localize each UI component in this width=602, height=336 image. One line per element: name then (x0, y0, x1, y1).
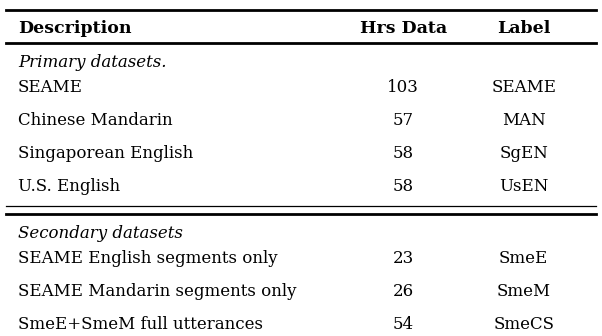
Text: UsEN: UsEN (499, 178, 548, 195)
Text: SEAME: SEAME (491, 79, 556, 96)
Text: Label: Label (497, 20, 550, 37)
Text: SmeCS: SmeCS (493, 316, 554, 333)
Text: SEAME Mandarin segments only: SEAME Mandarin segments only (18, 283, 297, 300)
Text: SmeE: SmeE (499, 250, 548, 267)
Text: SEAME: SEAME (18, 79, 83, 96)
Text: SgEN: SgEN (499, 145, 548, 162)
Text: 58: 58 (393, 145, 414, 162)
Text: SEAME English segments only: SEAME English segments only (18, 250, 278, 267)
Text: 23: 23 (393, 250, 414, 267)
Text: Primary datasets.: Primary datasets. (18, 54, 167, 71)
Text: U.S. English: U.S. English (18, 178, 120, 195)
Text: 103: 103 (388, 79, 419, 96)
Text: SmeM: SmeM (497, 283, 551, 300)
Text: MAN: MAN (502, 112, 545, 129)
Text: Singaporean English: Singaporean English (18, 145, 193, 162)
Text: SmeE+SmeM full utterances: SmeE+SmeM full utterances (18, 316, 263, 333)
Text: 58: 58 (393, 178, 414, 195)
Text: 57: 57 (393, 112, 414, 129)
Text: Chinese Mandarin: Chinese Mandarin (18, 112, 173, 129)
Text: Hrs Data: Hrs Data (360, 20, 447, 37)
Text: 54: 54 (393, 316, 414, 333)
Text: Description: Description (18, 20, 132, 37)
Text: 26: 26 (393, 283, 414, 300)
Text: Secondary datasets: Secondary datasets (18, 224, 183, 242)
